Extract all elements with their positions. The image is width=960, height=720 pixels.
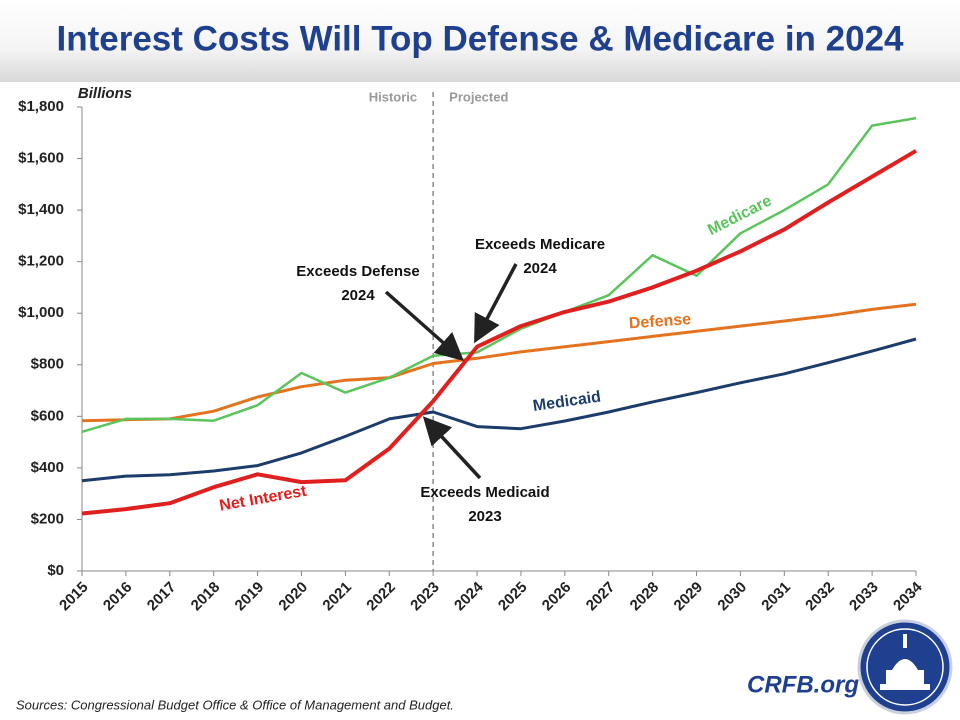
x-tick-label: 2023 <box>407 579 443 615</box>
y-tick-label: $1,200 <box>18 253 64 270</box>
logo <box>857 619 953 715</box>
x-tick-label: 2033 <box>846 579 882 615</box>
annotation: 2024 <box>341 287 375 304</box>
series-label: Medicaid <box>532 389 602 415</box>
x-tick-label: 2018 <box>188 579 224 615</box>
annotation: Exceeds Medicaid <box>420 484 549 501</box>
x-tick-label: 2017 <box>144 579 180 615</box>
x-tick-label: 2027 <box>583 579 619 615</box>
series-line <box>81 302 917 423</box>
chart-title: Interest Costs Will Top Defense & Medica… <box>56 19 904 58</box>
x-tick-label: 2016 <box>100 579 136 615</box>
x-tick-label: 2015 <box>56 579 92 615</box>
series-label: Medicare <box>705 192 775 239</box>
divider-label: Historic <box>369 89 417 104</box>
x-tick-label: 2020 <box>275 579 311 615</box>
x-tick-label: 2021 <box>319 579 355 615</box>
y-tick-label: $1,400 <box>18 201 64 218</box>
series-label: Defense <box>628 311 691 332</box>
x-tick-label: 2032 <box>802 579 838 615</box>
annotation-arrow <box>474 263 518 344</box>
x-tick-label: 2022 <box>363 579 399 615</box>
x-tick-label: 2029 <box>671 579 707 615</box>
source-note: Sources: Congressional Budget Office & O… <box>16 697 454 712</box>
x-tick-label: 2026 <box>539 579 575 615</box>
header-band <box>0 0 960 82</box>
y-tick-label: $400 <box>31 459 64 476</box>
annotation: Exceeds Medicare <box>475 236 605 253</box>
y-tick-label: $800 <box>31 356 64 373</box>
series-line <box>81 116 917 433</box>
annotation-arrow <box>422 416 482 480</box>
series-label: Net Interest <box>218 483 308 515</box>
y-axis-label: Billions <box>78 85 132 102</box>
x-tick-label: 2034 <box>890 578 926 614</box>
series-line <box>81 337 917 483</box>
divider-label: Projected <box>449 89 508 104</box>
x-tick-label: 2019 <box>232 579 268 615</box>
x-tick-label: 2024 <box>451 578 487 614</box>
annotation: 2023 <box>468 508 501 525</box>
y-tick-label: $1,000 <box>18 304 64 321</box>
annotation: Exceeds Defense <box>296 263 419 280</box>
y-tick-label: $1,800 <box>18 98 64 115</box>
annotation: 2024 <box>523 260 557 277</box>
y-tick-label: $600 <box>31 407 64 424</box>
x-tick-label: 2030 <box>714 579 750 615</box>
brand: CRFB.org <box>747 671 859 698</box>
annotation-arrow <box>384 290 464 361</box>
x-tick-label: 2031 <box>758 579 794 615</box>
y-tick-label: $1,600 <box>18 150 64 167</box>
y-tick-label: $200 <box>31 510 64 527</box>
x-tick-label: 2028 <box>627 579 663 615</box>
x-tick-label: 2025 <box>495 579 531 615</box>
y-tick-label: $0 <box>47 562 64 579</box>
